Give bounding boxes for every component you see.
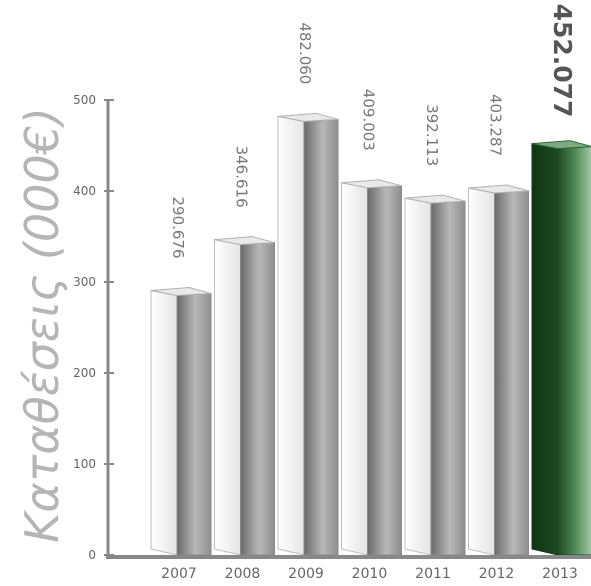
y-tick-label: 500 [73, 93, 96, 107]
bar-face [303, 118, 339, 556]
y-axis-title: Καταθέσεις (000€) [15, 107, 69, 543]
bars-layer [150, 112, 591, 556]
bar-side [214, 238, 241, 556]
bar-2009 [277, 112, 339, 556]
bar-top [341, 179, 402, 189]
bar-2007 [150, 286, 212, 556]
bar-side [341, 182, 368, 556]
bar-face [430, 200, 466, 556]
value-label-2008: 346.616 [233, 146, 251, 208]
x-tick-label-2009: 2009 [288, 566, 324, 582]
bar-side [531, 143, 559, 556]
bar-side [404, 197, 432, 556]
bar-face [240, 242, 275, 556]
bar-top [214, 236, 275, 246]
x-tick-label-2012: 2012 [479, 566, 515, 582]
x-tick-label-2007: 2007 [161, 566, 197, 582]
bar-2008 [214, 236, 275, 556]
bar-top [277, 112, 339, 122]
y-tick-label: 200 [73, 366, 96, 380]
value-label-2009: 482.060 [296, 22, 314, 84]
bar-face [557, 146, 591, 556]
bar-2010 [341, 179, 402, 556]
bar-side [277, 115, 305, 556]
value-label-2013: 452.077 [548, 4, 577, 118]
bar-face [367, 185, 402, 556]
y-tick-label: 400 [73, 184, 96, 198]
value-label-2007: 290.676 [169, 196, 187, 258]
x-tick-label-2008: 2008 [225, 566, 261, 582]
bar-2013 [531, 140, 591, 556]
x-tick-label-2013: 2013 [542, 566, 578, 582]
bar-2011 [404, 194, 466, 556]
bar-2012 [468, 184, 529, 556]
bar-side [468, 187, 495, 556]
x-tick-label-2011: 2011 [415, 566, 451, 582]
value-label-2012: 403.287 [487, 94, 505, 156]
x-tick-label-2010: 2010 [352, 566, 388, 582]
labels-layer: 0 100 200 300 400 500 290.676 2007 346.616 2008 48… [73, 4, 578, 582]
value-label-2010: 409.003 [360, 89, 378, 151]
bar-top [531, 140, 591, 150]
y-tick-label: 0 [88, 548, 96, 562]
bar-top [468, 184, 529, 194]
bar-face [176, 292, 212, 556]
value-label-2011: 392.113 [423, 104, 441, 166]
bar-face [494, 190, 529, 556]
y-tick-label: 300 [73, 275, 96, 289]
bar-top [150, 286, 212, 296]
bar-top [404, 194, 466, 204]
axes-layer [104, 99, 591, 559]
y-tick-label: 100 [73, 457, 96, 471]
bar-side [150, 289, 178, 556]
